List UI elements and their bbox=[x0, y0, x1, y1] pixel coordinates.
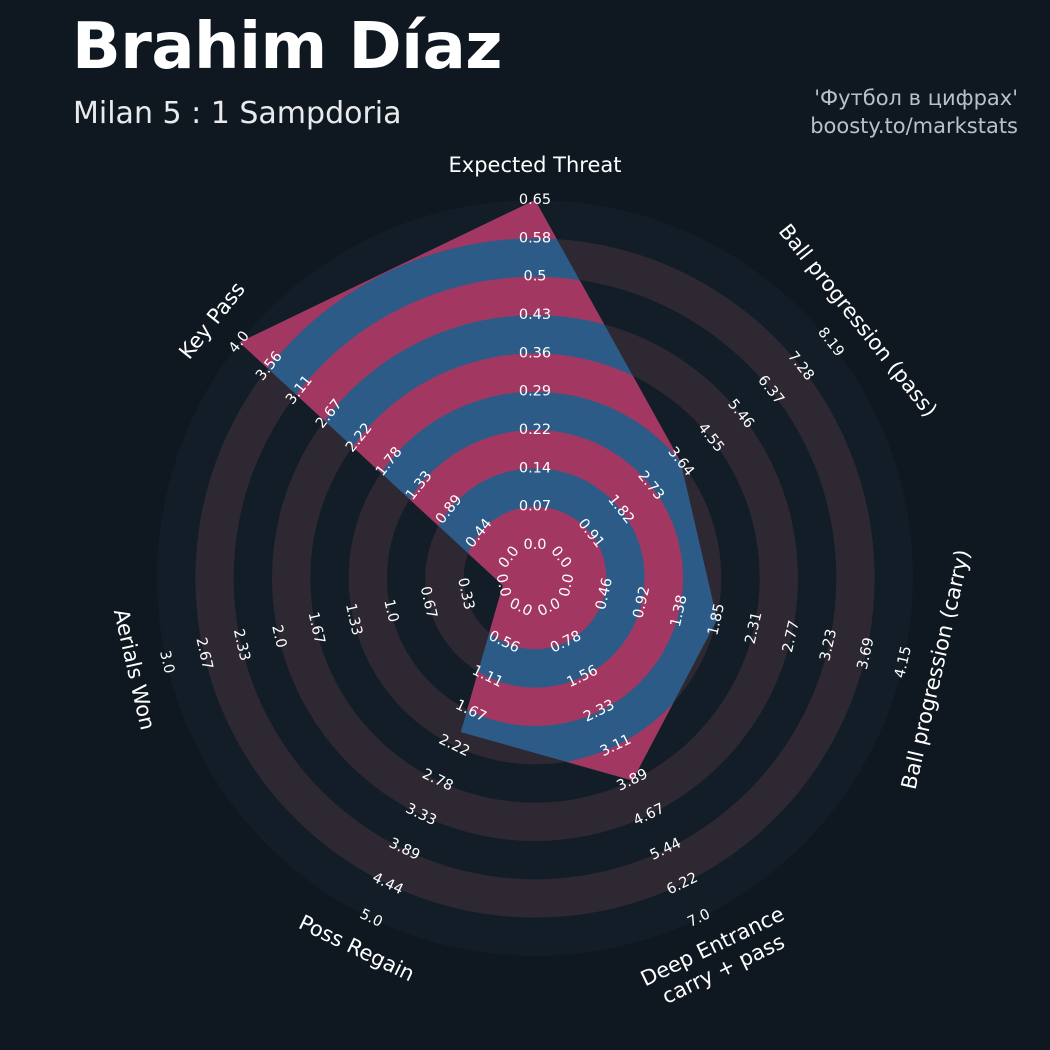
radar-tick-label: 0.58 bbox=[519, 230, 551, 246]
radar-tick-label: 0.33 bbox=[454, 576, 477, 611]
radar-tick-label: 2.67 bbox=[192, 636, 215, 671]
radar-tick-label: 0.29 bbox=[519, 384, 551, 400]
radar-tick-label: 3.69 bbox=[855, 636, 878, 671]
radar-tick-label: 0.65 bbox=[519, 192, 551, 208]
radar-value-stripe bbox=[463, 506, 607, 578]
radar-tick-label: 2.77 bbox=[780, 619, 803, 654]
radar-value-stripe bbox=[310, 353, 718, 578]
radar-tick-label: 0.22 bbox=[519, 422, 551, 438]
radar-value-stripe bbox=[239, 200, 718, 578]
radar-tick-label: 0.0 bbox=[523, 537, 546, 553]
radar-tick-label: 0.43 bbox=[519, 307, 551, 323]
radar-tick-label: 2.0 bbox=[268, 624, 289, 650]
radar-chart: 0.0 0.07 0.14 0.22 0.29 0.36 0.43 0.5 0.58 0.65 0.… bbox=[0, 150, 1050, 1050]
radar-tick-label: 2.31 bbox=[743, 610, 766, 645]
radar-tick-label: 0.0 bbox=[557, 572, 578, 598]
radar-tick-label: 1.0 bbox=[380, 598, 401, 624]
page-title: Brahim Díaz bbox=[72, 10, 503, 84]
radar-tick-label: 4.15 bbox=[892, 645, 915, 680]
radar-tick-label: 0.14 bbox=[519, 460, 551, 476]
radar-chart-svg: 0.0 0.07 0.14 0.22 0.29 0.36 0.43 0.5 0.58 0.65 0.… bbox=[109, 153, 975, 1009]
radar-tick-label: 1.33 bbox=[342, 602, 365, 637]
radar-tick-label: 2.33 bbox=[230, 628, 253, 663]
radar-tick-label: 1.85 bbox=[705, 602, 728, 637]
radar-tick-label: 1.38 bbox=[668, 593, 691, 628]
radar-tick-label: 0.67 bbox=[417, 585, 440, 620]
match-subtitle: Milan 5 : 1 Sampdoria bbox=[73, 96, 402, 131]
radar-tick-label: 0.5 bbox=[523, 269, 546, 285]
radar-tick-label: 3.0 bbox=[156, 649, 177, 675]
credit-line-1: 'Футбол в цифрах' bbox=[814, 86, 1018, 110]
radar-axis-label-0: Expected Threat bbox=[449, 153, 622, 177]
credit-line-2: boosty.to/markstats bbox=[810, 114, 1018, 139]
radar-tick-label: 0.46 bbox=[593, 576, 616, 611]
radar-tick-label: 1.67 bbox=[305, 610, 328, 645]
radar-tick-label: 0.07 bbox=[519, 499, 551, 515]
radar-tick-label: 3.23 bbox=[817, 628, 840, 663]
chart-header: Brahim Díaz Milan 5 : 1 Sampdoria 'Футбо… bbox=[0, 0, 1050, 160]
credit-block: 'Футбол в цифрах' boosty.to/markstats bbox=[810, 84, 1018, 141]
radar-value-stripe bbox=[387, 430, 683, 578]
radar-tick-label: 0.0 bbox=[492, 572, 513, 598]
radar-axis-label-5: Aerials Won bbox=[109, 607, 160, 733]
radar-tick-label: 0.92 bbox=[631, 585, 654, 620]
radar-tick-label: 0.36 bbox=[519, 345, 551, 361]
radar-center-hub bbox=[502, 545, 568, 611]
